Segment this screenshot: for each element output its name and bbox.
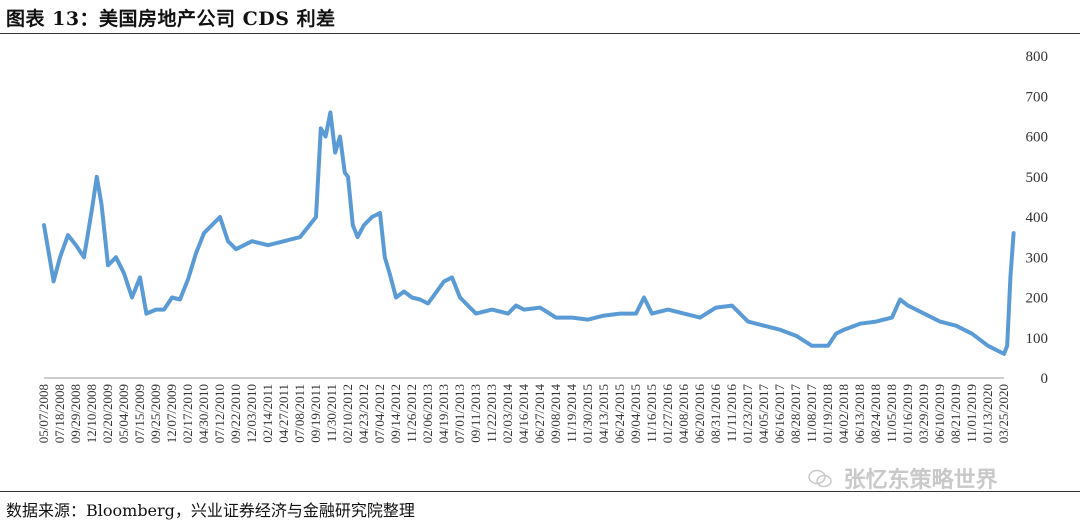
cds-spread-series-line [42,110,1016,356]
x-tick-label: 08/28/2017 [788,384,803,444]
x-tick-label: 06/27/2014 [532,384,547,444]
x-tick-label: 12/07/2009 [164,384,179,443]
y-axis-ticks: 0 100 200 300 400 500 600 700 800 [1026,49,1049,387]
x-tick-label: 01/16/2019 [900,384,915,443]
x-tick-label: 03/25/2020 [996,384,1011,443]
x-tick-label: 11/05/2018 [884,384,899,443]
x-tick-label: 06/24/2015 [612,384,627,443]
x-tick-label: 08/21/2019 [948,384,963,443]
y-tick-label: 100 [1026,331,1049,347]
x-tick-label: 07/18/2008 [52,384,67,443]
x-tick-label: 04/27/2011 [276,384,291,443]
x-tick-label: 11/16/2015 [644,384,659,443]
x-tick-label: 09/22/2010 [228,384,243,443]
x-tick-label: 11/19/2014 [564,384,579,443]
x-tick-label: 05/07/2008 [36,384,51,443]
x-tick-label: 09/11/2013 [468,384,483,443]
x-tick-label: 03/29/2019 [916,384,931,443]
wechat-watermark: 张忆东策略世界 [808,462,998,494]
y-tick-label: 0 [1041,371,1049,387]
y-tick-label: 400 [1026,210,1049,226]
x-tick-label: 02/03/2014 [500,384,515,444]
x-tick-label: 08/24/2018 [868,384,883,443]
x-tick-label: 04/05/2017 [756,384,771,444]
x-axis-ticks: 05/07/2008 07/18/2008 09/29/2008 12/10/2008… [36,384,1011,444]
x-tick-label: 04/13/2015 [596,384,611,443]
x-tick-label: 12/03/2010 [244,384,259,443]
x-tick-label: 11/30/2011 [324,384,339,442]
x-tick-label: 07/04/2012 [372,384,387,443]
x-tick-label: 01/19/2018 [820,384,835,443]
x-tick-label: 11/26/2012 [404,384,419,443]
x-tick-label: 09/29/2008 [68,384,83,443]
x-tick-label: 06/20/2016 [692,384,707,444]
x-tick-label: 08/31/2016 [708,384,723,444]
x-tick-label: 01/27/2016 [660,384,675,444]
y-tick-label: 600 [1026,130,1049,146]
x-tick-label: 02/06/2013 [420,384,435,443]
y-tick-label: 500 [1026,170,1049,186]
y-tick-label: 200 [1026,291,1049,307]
watermark-text: 张忆东策略世界 [843,468,998,493]
x-tick-label: 09/14/2012 [388,384,403,443]
y-tick-label: 700 [1026,89,1049,105]
x-tick-label: 07/15/2009 [132,384,147,443]
x-tick-label: 06/16/2017 [772,384,787,444]
x-tick-label: 11/08/2017 [804,384,819,443]
x-tick-label: 11/22/2013 [484,384,499,443]
x-tick-label: 07/08/2011 [292,384,307,443]
x-tick-label: 06/13/2018 [852,384,867,443]
x-tick-label: 09/25/2009 [148,384,163,443]
x-tick-label: 09/04/2015 [628,384,643,443]
x-tick-label: 06/10/2019 [932,384,947,443]
figure-title: 图表 13：美国房地产公司 CDS 利差 [6,8,336,30]
x-tick-label: 02/14/2011 [260,384,275,443]
x-tick-label: 01/30/2015 [580,384,595,443]
x-tick-label: 04/23/2012 [356,384,371,443]
source-divider [0,491,1080,492]
x-tick-label: 02/17/2010 [180,384,195,443]
x-tick-label: 11/01/2019 [964,384,979,443]
y-tick-label: 300 [1026,250,1049,266]
x-tick-label: 07/12/2010 [212,384,227,443]
x-tick-label: 01/23/2017 [740,384,755,444]
x-tick-label: 04/19/2013 [436,384,451,443]
x-tick-label: 11/11/2016 [724,384,739,443]
x-tick-label: 07/01/2013 [452,384,467,443]
x-tick-label: 04/08/2016 [676,384,691,444]
x-tick-label: 04/16/2014 [516,384,531,444]
y-tick-label: 800 [1026,49,1049,65]
figure-source-note: 数据来源：Bloomberg，兴业证券经济与金融研究院整理 [6,501,415,520]
title-divider [0,33,1080,34]
x-tick-label: 05/04/2009 [116,384,131,443]
x-tick-label: 04/02/2018 [836,384,851,443]
x-tick-label: 09/08/2014 [548,384,563,444]
x-tick-label: 01/13/2020 [980,384,995,443]
wechat-icon [808,469,832,488]
x-tick-label: 12/10/2008 [84,384,99,443]
x-tick-label: 09/19/2011 [308,384,323,443]
x-tick-label: 02/20/2009 [100,384,115,443]
x-tick-label: 04/30/2010 [196,384,211,443]
x-tick-label: 02/10/2012 [340,384,355,443]
